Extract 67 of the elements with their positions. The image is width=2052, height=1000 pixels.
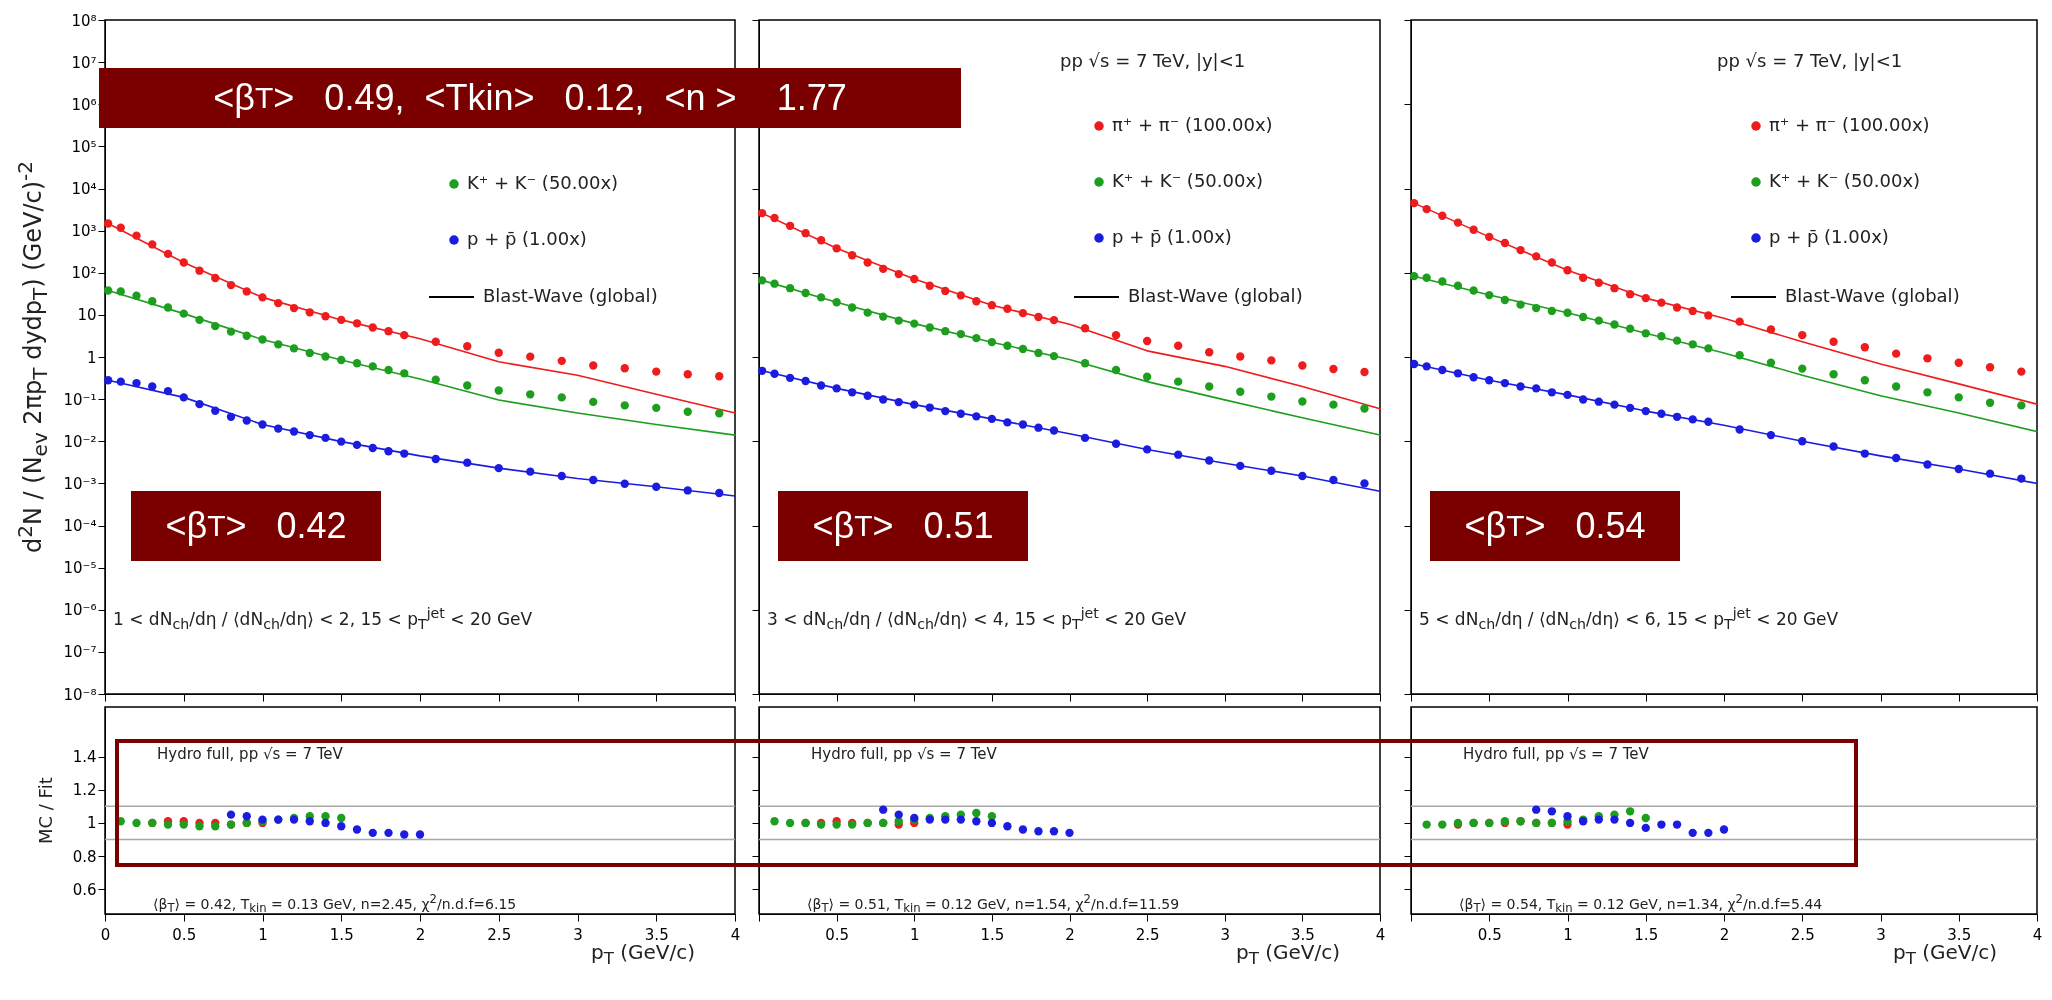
y-tick-label: 10⁻¹ [63,390,97,409]
x-tick-label: 1.5 [329,925,354,944]
y-tick-label: 1 [86,348,97,367]
y-tick-label: 10³ [71,222,97,241]
legend-label: p + p̄ (1.00x) [1112,226,1232,247]
y-tick-label: 10⁻³ [63,474,97,493]
y-tick-label: 10⁻⁸ [63,685,97,704]
x-tick-label: 0.5 [172,925,197,944]
annotation: 1 < dN$_{ch}$/dη / ⟨dN$_{ch}$/dη⟩ < 2, 15 < p$_{T}$$^{jet}$ < 20 GeV [113,605,533,633]
legend-label: p + p̄ (1.00x) [1769,226,1889,247]
x-tick-label: 1.5 [980,925,1005,944]
y-axis-title: MC / Fit [35,777,56,844]
x-tick-label: 3 [1876,925,1886,944]
y-tick-label: 1.4 [72,748,97,767]
annotation: 3 < dN$_{ch}$/dη / ⟨dN$_{ch}$/dη⟩ < 4, 15 < p$_{T}$$^{jet}$ < 20 GeV [767,605,1187,633]
x-tick-label: 0 [100,925,111,944]
y-tick-label: 10⁻⁵ [63,559,97,578]
annotation: Blast-Wave (global) [1128,285,1303,306]
y-tick-label: 10⁵ [71,137,97,156]
y-tick-label: 10⁴ [71,180,97,198]
x-tick-label: 1.5 [1634,925,1659,944]
legend-label: p + p̄ (1.00x) [467,228,587,249]
x-tick-label: 1 [909,925,920,944]
y-tick-label: 10⁻⁶ [63,601,97,620]
y-tick-label: 10⁸ [71,11,97,30]
x-tick-label: 2.5 [487,925,512,944]
legend-label: π⁺ + π⁻ (100.00x) [1112,114,1273,135]
annotation: Hydro full, pp √s = 7 TeV [157,745,343,763]
y-tick-label: 10⁻⁷ [63,643,97,662]
annotation: 5 < dN$_{ch}$/dη / ⟨dN$_{ch}$/dη⟩ < 6, 15 < p$_{T}$$^{jet}$ < 20 GeV [1419,605,1839,633]
x-tick-label: 4 [730,925,741,944]
legend-label: K⁺ + K⁻ (50.00x) [467,172,619,193]
annotation: ⟨β$_{T}$⟩ = 0.51, T$_{kin}$ = 0.12 GeV, n=1.54, χ$^{2}$/n.d.f=11.59 [807,892,1180,916]
x-tick-label: 0.5 [1477,925,1502,944]
y-tick-label: 10⁷ [71,53,97,72]
legend-label: π⁺ + π⁻ (100.00x) [1769,114,1930,135]
annotation: Blast-Wave (global) [1785,285,1960,306]
y-tick-label: 1 [86,814,97,833]
y-tick-label: 0.8 [72,847,97,866]
x-tick-label: 4 [2032,925,2043,944]
annotation: ⟨β$_{T}$⟩ = 0.54, T$_{kin}$ = 0.12 GeV, n=1.34, χ$^{2}$/n.d.f=5.44 [1459,892,1823,916]
y-tick-label: 10⁶ [71,95,97,114]
x-tick-label: 2 [1065,925,1075,944]
x-tick-label: 4 [1375,925,1386,944]
y-tick-label: 10⁻² [63,432,97,451]
x-tick-label: 3 [573,925,583,944]
legend-label: K⁺ + K⁻ (50.00x) [1769,170,1921,191]
x-tick-label: 2.5 [1790,925,1815,944]
y-tick-label: 10 [77,306,97,325]
x-tick-label: 2.5 [1135,925,1160,944]
text: pp √s = 7 TeV, |y|<1 [1717,50,1903,71]
x-tick-label: 0.5 [825,925,850,944]
y-tick-label: 10² [71,264,97,283]
x-tick-label: 2 [1719,925,1730,944]
annotation: Hydro full, pp √s = 7 TeV [1463,745,1649,763]
x-tick-label: 1 [258,925,268,944]
annotation: Blast-Wave (global) [483,285,658,306]
text: pp √s = 7 TeV, |y|<1 [1060,50,1246,71]
x-tick-label: 2 [415,925,426,944]
y-tick-label: 0.6 [72,880,97,899]
annotation: Hydro full, pp √s = 7 TeV [811,745,997,763]
legend-label: K⁺ + K⁻ (50.00x) [1112,170,1264,191]
y-tick-label: 1.2 [72,781,97,800]
x-tick-label: 1 [1563,925,1573,944]
x-tick-label: 3 [1220,925,1231,944]
y-tick-label: 10⁻⁴ [63,517,97,535]
annotation: ⟨β$_{T}$⟩ = 0.42, T$_{kin}$ = 0.13 GeV, n=2.45, χ$^{2}$/n.d.f=6.15 [153,892,517,916]
